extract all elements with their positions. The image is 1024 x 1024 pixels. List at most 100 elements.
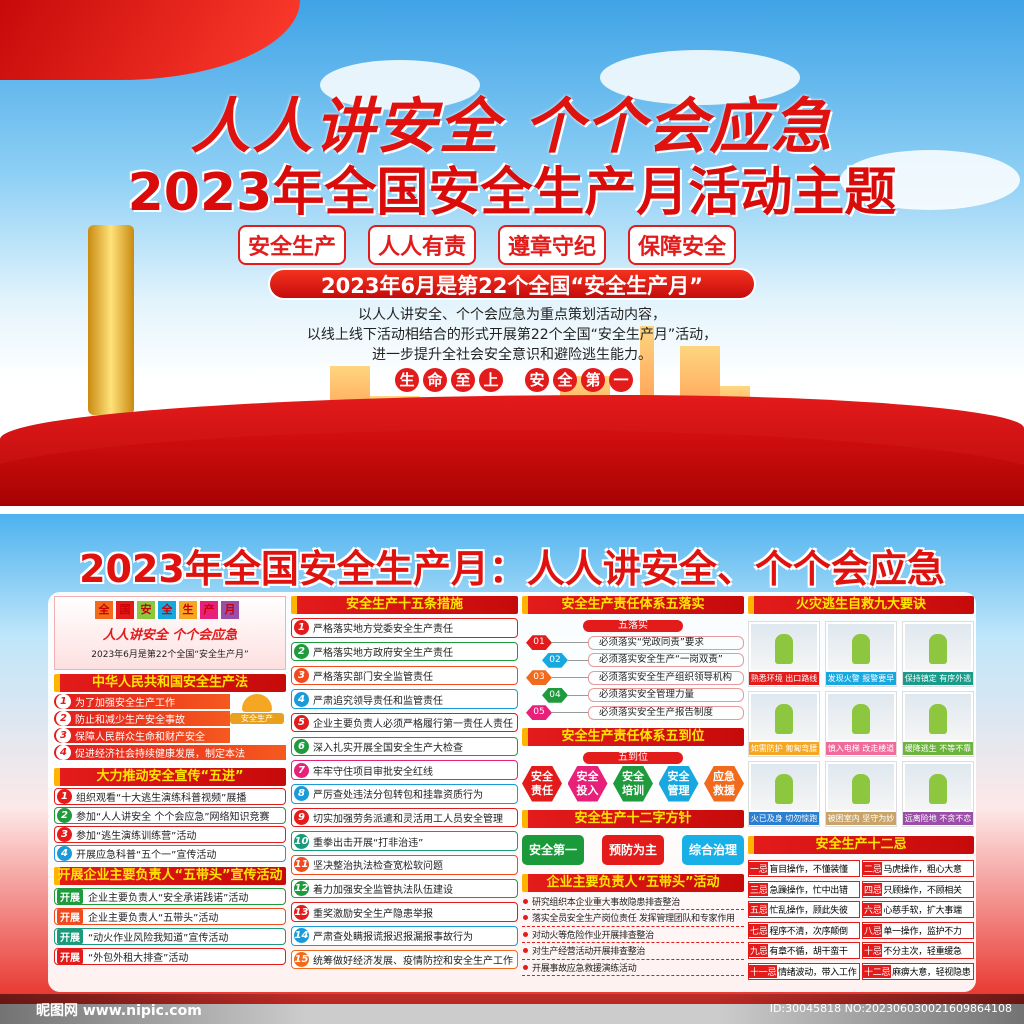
fire-escape-card: 火已及身 切勿惊跑 — [748, 761, 820, 827]
number-badge: 4 — [294, 691, 309, 707]
info-board: 2023年全国安全生产月：人人讲安全、个个会应急 全国安全生产月 人人讲安全 个… — [0, 514, 1024, 1004]
taboo-text: 急躁操作，忙中出错 — [769, 885, 848, 896]
measure-item-text: 严格落实地方党委安全生产责任 — [313, 624, 453, 636]
law-item: 4 促进经济社会持续健康发展，制定本法 — [54, 745, 286, 760]
watermark-id: ID:30045818 NO:202306030021609864108 — [769, 1002, 1012, 1015]
wudai-item-text: “外包外租大排查”活动 — [88, 953, 189, 964]
wujin-item-text: 参加“逃生演练训练营”活动 — [76, 831, 197, 842]
slogan-char: 命 — [423, 368, 447, 392]
measure-item-text: 重拳出击开展“打非治违” — [313, 837, 424, 849]
measure-item-text: 重奖激励安全生产隐患举报 — [313, 908, 433, 920]
daowei-hexagon: 安全 投入 — [567, 765, 608, 802]
hex-line: 管理 — [667, 783, 690, 797]
intro-line: 进一步提升全社会安全意识和避险逃生能力。 — [372, 347, 652, 363]
helmet-icon — [242, 694, 272, 712]
measure-item: 9 切实加强劳务派遣和灵活用工人员安全管理 — [291, 807, 518, 828]
hex-line: 责任 — [531, 783, 553, 797]
taboo-item: 十一忌 情绪波动，带入工作 — [748, 962, 860, 980]
person-figure-icon — [929, 634, 947, 664]
taboo-text: 程序不清，次序颠倒 — [769, 926, 848, 937]
person-figure-icon — [852, 704, 870, 734]
person-figure-icon — [775, 774, 793, 804]
luoshi-item-text: 必须落实安全生产报告制度 — [588, 705, 744, 720]
wudai-item-text: 企业主要负责人“五带头”活动 — [88, 913, 219, 924]
section-header: 安全生产十二忌 — [748, 836, 974, 854]
column-responsibility: 安全生产责任体系五落实 五落实 01 必须落实“党政同责”要求 02 必须落实安全生产… — [522, 596, 744, 976]
number-badge: 5 — [294, 715, 309, 731]
law-item-text: 保障人民群众生命和财产安全 — [75, 732, 205, 743]
connector-line — [552, 642, 588, 644]
fire-escape-card: 保持镇定 有序外逃 — [902, 621, 974, 687]
tag: 安全生产 — [238, 225, 347, 265]
fire-escape-label: 发现火警 报警要早 — [826, 672, 896, 685]
fire-escape-label: 远离险地 不贪不恋 — [903, 812, 973, 825]
hex-line: 安全 — [576, 769, 599, 783]
taboo-text: 忙乱操作，顾此失彼 — [769, 906, 848, 916]
badge-subtitle: 2023年6月是第22个全国“安全生产月” — [91, 650, 249, 660]
section-header: 中华人民共和国安全生产法 — [54, 674, 286, 692]
number-badge: 9 — [294, 809, 309, 825]
luoshi-item: 03 必须落实安全生产组织领导机构 — [522, 669, 744, 687]
wudai-tag: 开展 — [57, 889, 83, 904]
policy-block: 预防为主 — [602, 834, 664, 865]
number-badge: 2 — [56, 711, 71, 726]
tag: 人人有责 — [368, 225, 477, 265]
fire-escape-label: 被困室内 坚守为妙 — [826, 812, 896, 825]
fire-escape-card: 发现火警 报警要早 — [825, 621, 897, 687]
fire-escape-label: 火已及身 切勿惊跑 — [749, 812, 819, 825]
number-badge: 4 — [57, 846, 72, 861]
measure-item: 4 严肃追究领导责任和监管责任 — [291, 689, 518, 709]
measure-item: 12 着力加强安全监管执法队伍建设 — [291, 878, 518, 899]
measure-item: 1 严格落实地方党委安全生产责任 — [291, 618, 518, 638]
wudai-tag: 开展 — [57, 909, 83, 924]
slogan-char: 全 — [553, 368, 577, 392]
red-silk-decoration — [0, 430, 1024, 506]
wujin-item: 1 组织观看“十大逃生演练科普视频”展播 — [54, 788, 286, 805]
measure-item-text: 着力加强安全监管执法队伍建设 — [313, 885, 453, 896]
taboo-number: 一忌 — [749, 862, 769, 875]
luoshi-pill: 五落实 — [583, 620, 683, 632]
taboo-text: 单一操作，监护不力 — [883, 926, 962, 937]
watermark-site: 昵图网 www.nipic.com — [36, 1003, 202, 1019]
policy-block: 安全第一 — [522, 834, 584, 865]
luoshi-item-text: 必须落实安全生产组织领导机构 — [588, 670, 744, 685]
luoshi-item-text: 必须落实安全生产“一岗双责” — [588, 653, 744, 668]
hex-line: 安全 — [531, 769, 553, 783]
person-figure-icon — [852, 774, 870, 804]
taboo-text: 有章不循，胡干蛮干 — [769, 947, 848, 957]
measure-item: 2 严格落实地方政府安全生产责任 — [291, 641, 518, 662]
measure-item: 5 企业主要负责人必须严格履行第一责任人责任 — [291, 712, 518, 733]
measure-item-text: 企业主要负责人必须严格履行第一责任人责任 — [313, 719, 513, 731]
taboo-number: 十一忌 — [749, 964, 778, 978]
number-badge: 8 — [294, 786, 309, 802]
fire-escape-card: 慎入电梯 改走楼道 — [825, 691, 897, 757]
connector-line — [552, 677, 588, 679]
hex-line: 培训 — [622, 783, 644, 797]
fire-escape-card: 被困室内 坚守为妙 — [825, 761, 897, 827]
spacer — [507, 368, 521, 392]
taboo-number: 十忌 — [863, 944, 883, 957]
fire-escape-label: 保持镇定 有序外逃 — [903, 672, 973, 685]
taboo-text: 不分主次，轻重缓急 — [883, 947, 962, 957]
taboo-text: 情绪波动，带入工作 — [778, 967, 857, 978]
taboo-text: 麻痹大意，轻视隐患 — [892, 967, 971, 978]
intro-line: 以线上线下活动相结合的形式开展第22个全国“安全生产月”活动， — [306, 327, 718, 343]
section-header: 安全生产责任体系五落实 — [522, 596, 744, 614]
section-header: 火灾逃生自救九大要诀 — [748, 596, 974, 614]
fangzhen-list: 安全第一 预防为主 综合治理 — [522, 834, 744, 865]
measures-list: 1 严格落实地方党委安全生产责任 2 严格落实地方政府安全生产责任 3 严格落实部门安全监… — [291, 618, 518, 970]
column-fire-escape: 火灾逃生自救九大要诀 熟悉环境 出口路线 发现火警 报警要早 保持镇定 有序外逃 如需… — [748, 596, 974, 980]
wujin-item-text: 组织观看“十大逃生演练科普视频”展播 — [76, 793, 247, 804]
slogan-char: 至 — [451, 368, 475, 392]
fire-escape-card: 如需防护 匍匐弯腰 — [748, 691, 820, 757]
fire-escape-grid: 熟悉环境 出口路线 发现火警 报警要早 保持镇定 有序外逃 如需防护 匍匐弯腰 慎入电梯… — [748, 621, 974, 827]
wujin-list: 1 组织观看“十大逃生演练科普视频”展播 2 参加“人人讲安全 个个会应急”网络知识竞… — [54, 788, 286, 862]
measure-item: 13 重奖激励安全生产隐患举报 — [291, 902, 518, 922]
law-item: 3 保障人民群众生命和财产安全 — [54, 728, 230, 743]
slogan-char: 第 — [581, 368, 605, 392]
measure-item-text: 深入扎实开展全国安全生产大检查 — [313, 742, 463, 754]
taboo-number: 六忌 — [863, 903, 883, 916]
luoshi-number: 04 — [542, 687, 568, 703]
section-header: 安全生产责任体系五到位 — [522, 727, 744, 746]
red-flag-decoration — [0, 0, 300, 80]
